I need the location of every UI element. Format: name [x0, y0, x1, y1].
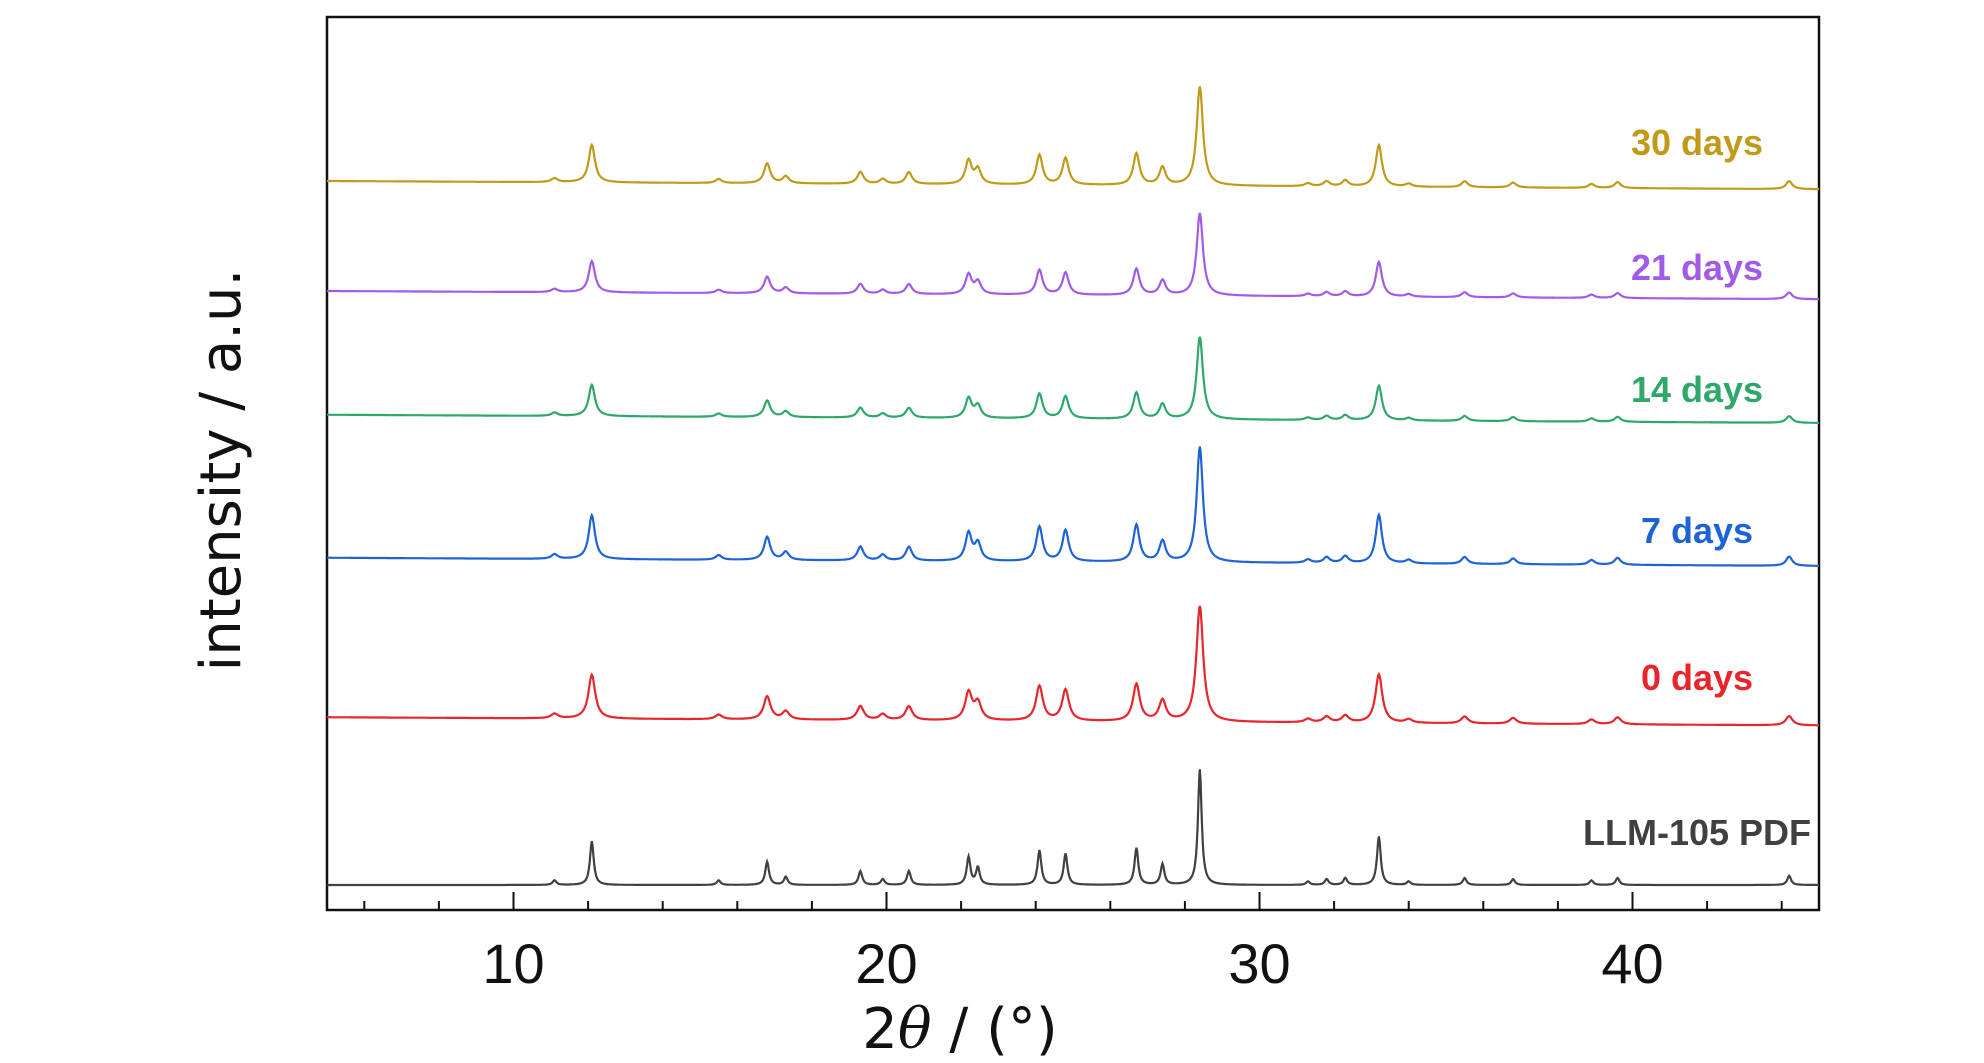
series-label: LLM-105 PDF: [1583, 812, 1811, 853]
x-axis-title-suffix: / (°): [932, 997, 1058, 1062]
series-label: 14 days: [1631, 369, 1763, 410]
y-axis-title: intensity / a.u.: [189, 269, 254, 672]
series-label: 7 days: [1641, 510, 1753, 551]
series-line: [327, 336, 1819, 424]
x-tick-label: 40: [1601, 932, 1663, 995]
series-traces: [327, 86, 1819, 887]
x-tick-label: 20: [855, 932, 917, 995]
x-tick-label: 30: [1228, 932, 1290, 995]
series-line: [327, 605, 1819, 727]
series-label: 21 days: [1631, 247, 1763, 288]
x-axis-title-prefix: 2: [862, 997, 898, 1062]
plot-frame: [325, 15, 1821, 912]
series-line: [327, 86, 1819, 191]
x-axis-title: 2θ / (°): [862, 997, 1058, 1062]
series-label: 30 days: [1631, 122, 1763, 163]
x-axis: 10 20 30 40: [363, 892, 1783, 995]
x-axis-title-theta: θ: [898, 997, 932, 1062]
series-labels: LLM-105 PDF 0 days 7 days 14 days 21 days 30 …: [1583, 122, 1811, 853]
x-tick-label: 10: [482, 932, 544, 995]
series-line: [327, 769, 1819, 887]
series-label: 0 days: [1641, 657, 1753, 698]
series-line: [327, 446, 1819, 567]
series-line: [327, 212, 1819, 301]
